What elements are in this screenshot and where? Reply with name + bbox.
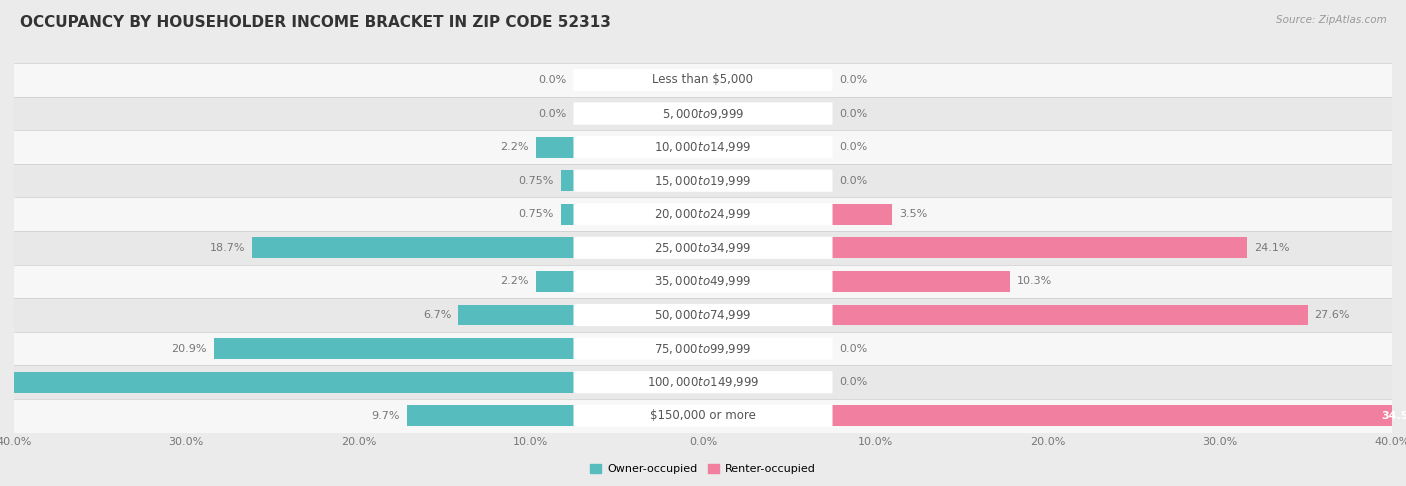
- Bar: [536, 137, 574, 157]
- Bar: [14, 298, 1392, 332]
- Bar: [14, 265, 1392, 298]
- Text: 0.0%: 0.0%: [839, 344, 868, 354]
- Bar: [14, 231, 1392, 265]
- FancyBboxPatch shape: [574, 237, 832, 259]
- Text: 2.2%: 2.2%: [501, 277, 529, 286]
- FancyBboxPatch shape: [574, 337, 832, 360]
- FancyBboxPatch shape: [574, 304, 832, 326]
- Text: 6.7%: 6.7%: [423, 310, 451, 320]
- Text: $25,000 to $34,999: $25,000 to $34,999: [654, 241, 752, 255]
- Bar: [252, 238, 574, 258]
- Bar: [14, 399, 1392, 433]
- FancyBboxPatch shape: [574, 136, 832, 158]
- FancyBboxPatch shape: [574, 405, 832, 427]
- Text: 0.75%: 0.75%: [519, 209, 554, 219]
- Text: $100,000 to $149,999: $100,000 to $149,999: [647, 375, 759, 389]
- Text: OCCUPANCY BY HOUSEHOLDER INCOME BRACKET IN ZIP CODE 52313: OCCUPANCY BY HOUSEHOLDER INCOME BRACKET …: [20, 15, 610, 30]
- Bar: [458, 305, 574, 326]
- Bar: [14, 332, 1392, 365]
- Bar: [14, 63, 1392, 97]
- Text: 0.0%: 0.0%: [839, 377, 868, 387]
- Text: 0.0%: 0.0%: [839, 142, 868, 152]
- Text: 0.0%: 0.0%: [839, 75, 868, 85]
- Text: $10,000 to $14,999: $10,000 to $14,999: [654, 140, 752, 154]
- Text: $15,000 to $19,999: $15,000 to $19,999: [654, 174, 752, 188]
- FancyBboxPatch shape: [574, 371, 832, 393]
- Text: 3.5%: 3.5%: [900, 209, 928, 219]
- Bar: [14, 197, 1392, 231]
- Bar: [214, 338, 574, 359]
- Bar: [832, 405, 1406, 426]
- FancyBboxPatch shape: [574, 170, 832, 192]
- Text: $5,000 to $9,999: $5,000 to $9,999: [662, 106, 744, 121]
- Text: 0.75%: 0.75%: [519, 176, 554, 186]
- Text: $50,000 to $74,999: $50,000 to $74,999: [654, 308, 752, 322]
- Text: 0.0%: 0.0%: [839, 108, 868, 119]
- Text: $35,000 to $49,999: $35,000 to $49,999: [654, 275, 752, 288]
- Bar: [832, 271, 1010, 292]
- FancyBboxPatch shape: [574, 203, 832, 226]
- Bar: [561, 170, 574, 191]
- Text: $20,000 to $24,999: $20,000 to $24,999: [654, 208, 752, 221]
- FancyBboxPatch shape: [574, 69, 832, 91]
- Text: 0.0%: 0.0%: [538, 75, 567, 85]
- Bar: [832, 204, 893, 225]
- Text: 0.0%: 0.0%: [538, 108, 567, 119]
- Text: 24.1%: 24.1%: [1254, 243, 1289, 253]
- Bar: [0, 372, 574, 393]
- Bar: [14, 164, 1392, 197]
- Text: $150,000 or more: $150,000 or more: [650, 409, 756, 422]
- Text: 20.9%: 20.9%: [172, 344, 207, 354]
- Bar: [406, 405, 574, 426]
- Text: $75,000 to $99,999: $75,000 to $99,999: [654, 342, 752, 356]
- FancyBboxPatch shape: [574, 103, 832, 124]
- Bar: [14, 97, 1392, 130]
- Bar: [14, 130, 1392, 164]
- Text: Less than $5,000: Less than $5,000: [652, 73, 754, 87]
- Bar: [561, 204, 574, 225]
- Bar: [832, 238, 1247, 258]
- Text: Source: ZipAtlas.com: Source: ZipAtlas.com: [1275, 15, 1386, 25]
- Text: 27.6%: 27.6%: [1315, 310, 1350, 320]
- Text: 34.5%: 34.5%: [1381, 411, 1406, 421]
- Text: 2.2%: 2.2%: [501, 142, 529, 152]
- Text: 0.0%: 0.0%: [839, 176, 868, 186]
- Legend: Owner-occupied, Renter-occupied: Owner-occupied, Renter-occupied: [586, 459, 820, 479]
- Bar: [832, 305, 1308, 326]
- FancyBboxPatch shape: [574, 270, 832, 293]
- Text: 10.3%: 10.3%: [1017, 277, 1052, 286]
- Bar: [14, 365, 1392, 399]
- Text: 9.7%: 9.7%: [371, 411, 399, 421]
- Text: 18.7%: 18.7%: [209, 243, 245, 253]
- Bar: [536, 271, 574, 292]
